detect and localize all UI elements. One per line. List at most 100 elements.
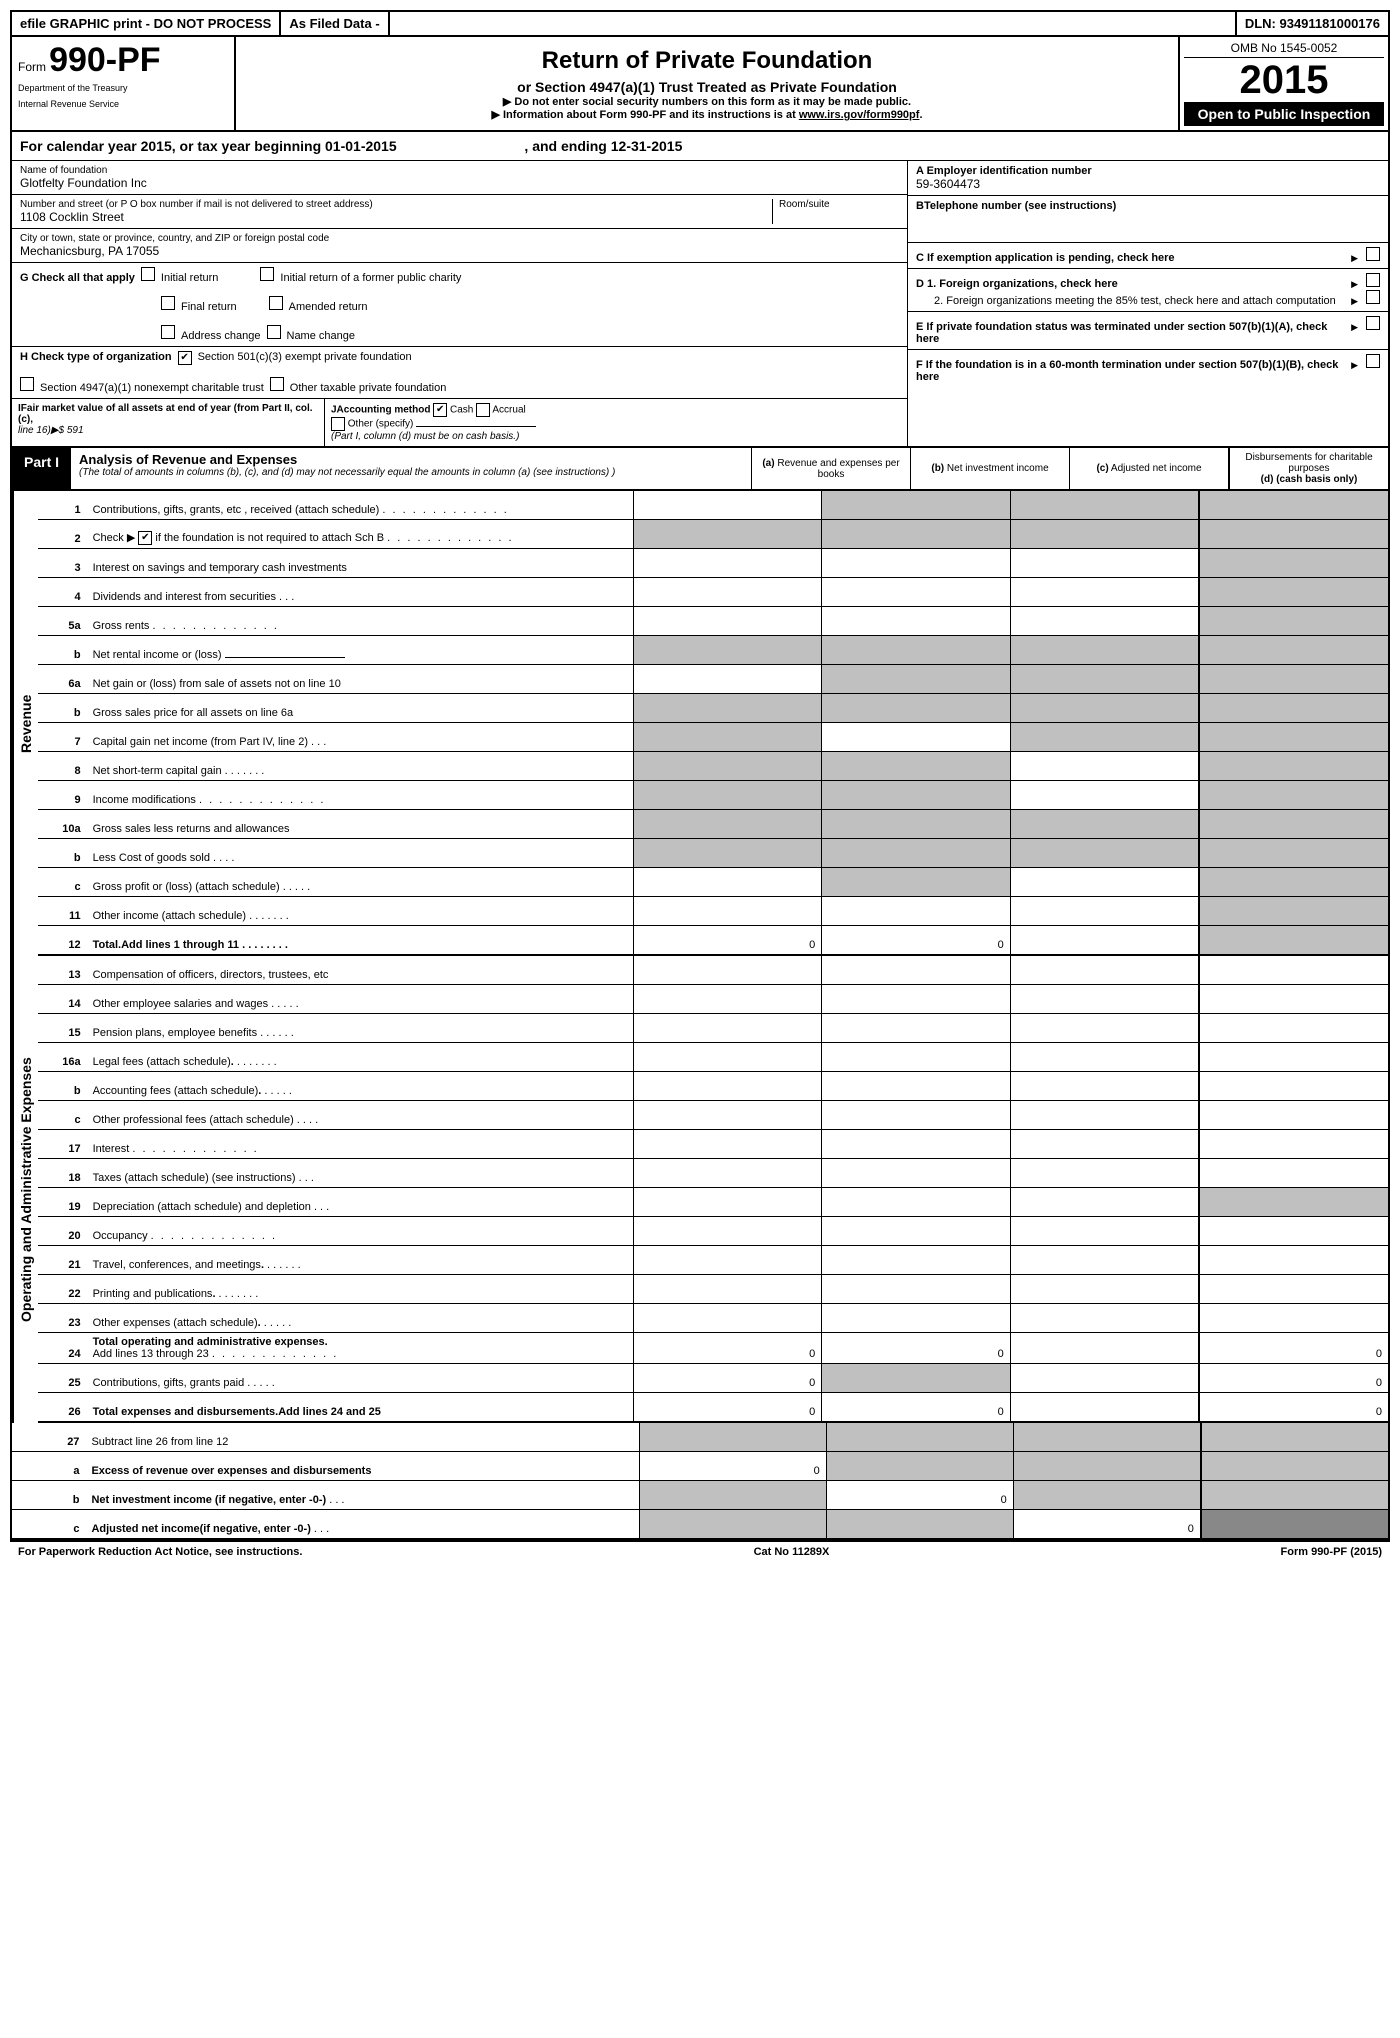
j-note: (Part I, column (d) must be on cash basi… [331, 431, 519, 442]
part1-desc: (The total of amounts in columns (b), (c… [79, 467, 743, 478]
val-25d: 0 [1199, 1364, 1388, 1393]
open-to-public: Open to Public Inspection [1184, 102, 1384, 126]
line-11: Other income (attach schedule) [93, 910, 246, 922]
line-27a: Excess of revenue over expenses and disb… [91, 1465, 371, 1477]
irs: Internal Revenue Service [18, 99, 228, 109]
line-1: Contributions, gifts, grants, etc , rece… [93, 504, 380, 516]
val-26b: 0 [822, 1393, 1011, 1423]
cb-c[interactable] [1366, 247, 1380, 261]
foundation-city: Mechanicsburg, PA 17055 [20, 244, 899, 258]
city-label: City or town, state or province, country… [20, 233, 899, 244]
expenses-section: Operating and Administrative Expenses 13… [12, 956, 1388, 1423]
line-22: Printing and publications [93, 1288, 213, 1300]
val-24b: 0 [822, 1333, 1011, 1364]
expenses-label: Operating and Administrative Expenses [12, 956, 38, 1423]
line-21: Travel, conferences, and meetings [93, 1259, 261, 1271]
cb-e[interactable] [1366, 316, 1380, 330]
c-label: C If exemption application is pending, c… [916, 252, 1345, 264]
cb-name[interactable] [267, 325, 281, 339]
line-15: Pension plans, employee benefits [93, 1027, 258, 1039]
col-b: Net investment income [947, 463, 1049, 474]
as-filed: As Filed Data - [281, 12, 389, 35]
i-label: IFair market value of all assets at end … [18, 403, 313, 425]
cb-f[interactable] [1366, 354, 1380, 368]
cb-cash[interactable]: ✔ [433, 403, 447, 417]
form-link[interactable]: www.irs.gov/form990pf [799, 109, 920, 121]
form-note2: ▶ Information about Form 990-PF and its … [491, 109, 798, 121]
val-26d: 0 [1199, 1393, 1388, 1423]
line-24: Total operating and administrative expen… [93, 1336, 328, 1348]
col-a: Revenue and expenses per books [777, 458, 899, 480]
room-label: Room/suite [779, 199, 899, 210]
cal-begin: For calendar year 2015, or tax year begi… [20, 138, 397, 154]
form-number: 990-PF [49, 41, 161, 79]
val-26a: 0 [633, 1393, 822, 1423]
line-26: Total expenses and disbursements.Add lin… [93, 1406, 381, 1418]
e-label: E If private foundation status was termi… [916, 321, 1345, 345]
cb-schb[interactable]: ✔ [138, 531, 152, 545]
addr-label: Number and street (or P O box number if … [20, 199, 772, 210]
cb-final[interactable] [161, 296, 175, 310]
val-27c: 0 [1013, 1510, 1201, 1540]
cb-accrual[interactable] [476, 403, 490, 417]
foundation-addr: 1108 Cocklin Street [20, 210, 772, 224]
line-16b: Accounting fees (attach schedule) [93, 1085, 259, 1097]
form-page: Form 990-PF (2015) [1281, 1546, 1382, 1558]
cal-end: , and ending 12-31-2015 [524, 138, 682, 154]
form-word: Form [18, 60, 46, 74]
calendar-year-row: For calendar year 2015, or tax year begi… [12, 132, 1388, 161]
omb-number: OMB No 1545-0052 [1184, 41, 1384, 58]
cb-address[interactable] [161, 325, 175, 339]
cb-d1[interactable] [1366, 273, 1380, 287]
line-10a: Gross sales less returns and allowances [93, 823, 290, 835]
val-12a: 0 [633, 926, 822, 956]
top-bar: efile GRAPHIC print - DO NOT PROCESS As … [12, 12, 1388, 37]
form-990pf: efile GRAPHIC print - DO NOT PROCESS As … [10, 10, 1390, 1542]
line-12: Total.Add lines 1 through 11 [93, 939, 239, 951]
cat-no: Cat No 11289X [754, 1546, 830, 1558]
line-4: Dividends and interest from securities [93, 591, 276, 603]
d2-label: 2. Foreign organizations meeting the 85%… [916, 295, 1345, 307]
paperwork-notice: For Paperwork Reduction Act Notice, see … [18, 1546, 302, 1558]
cb-other-tax[interactable] [270, 377, 284, 391]
cb-amended[interactable] [269, 296, 283, 310]
cb-501c3[interactable]: ✔ [178, 351, 192, 365]
line-27: Subtract line 26 from line 12 [91, 1436, 228, 1448]
b-label: BTelephone number (see instructions) [916, 200, 1380, 212]
line-6a: Net gain or (loss) from sale of assets n… [93, 678, 341, 690]
i-value: line 16)▶$ 591 [18, 425, 84, 436]
a-label: A Employer identification number [916, 165, 1380, 177]
cb-initial[interactable] [141, 267, 155, 281]
tax-year: 2015 [1184, 58, 1384, 102]
line-7: Capital gain net income (from Part IV, l… [93, 736, 308, 748]
line-8: Net short-term capital gain [93, 765, 222, 777]
line-16c: Other professional fees (attach schedule… [93, 1114, 294, 1126]
h-label: H Check type of organization [20, 351, 172, 363]
part1-header: Part I Analysis of Revenue and Expenses … [12, 448, 1388, 491]
line-18: Taxes (attach schedule) (see instruction… [93, 1172, 296, 1184]
form-note1: ▶ Do not enter social security numbers o… [246, 95, 1168, 108]
val-27a: 0 [639, 1452, 826, 1481]
col-c: Adjusted net income [1111, 463, 1202, 474]
h-row: H Check type of organization ✔Section 50… [12, 347, 907, 399]
line-5a: Gross rents [93, 620, 150, 632]
form-subtitle: or Section 4947(a)(1) Trust Treated as P… [246, 79, 1168, 95]
val-24a: 0 [633, 1333, 822, 1364]
page-footer: For Paperwork Reduction Act Notice, see … [10, 1542, 1390, 1562]
line-27-section: 27Subtract line 26 from line 12 aExcess … [12, 1423, 1388, 1540]
line-25: Contributions, gifts, grants paid [93, 1377, 245, 1389]
line-16a: Legal fees (attach schedule) [93, 1056, 231, 1068]
cb-initial-former[interactable] [260, 267, 274, 281]
cb-other-acct[interactable] [331, 417, 345, 431]
g-label: G Check all that apply [20, 272, 135, 284]
line-17: Interest [93, 1143, 130, 1155]
line-23: Other expenses (attach schedule) [93, 1317, 258, 1329]
j-label: JAccounting method [331, 405, 430, 416]
cb-4947[interactable] [20, 377, 34, 391]
revenue-section: Revenue 1Contributions, gifts, grants, e… [12, 491, 1388, 956]
cb-d2[interactable] [1366, 290, 1380, 304]
line-13: Compensation of officers, directors, tru… [93, 969, 329, 981]
line-2: if the foundation is not required to att… [155, 532, 384, 544]
line-27c: Adjusted net income(if negative, enter -… [91, 1523, 310, 1535]
line-27b: Net investment income (if negative, ente… [91, 1494, 326, 1506]
